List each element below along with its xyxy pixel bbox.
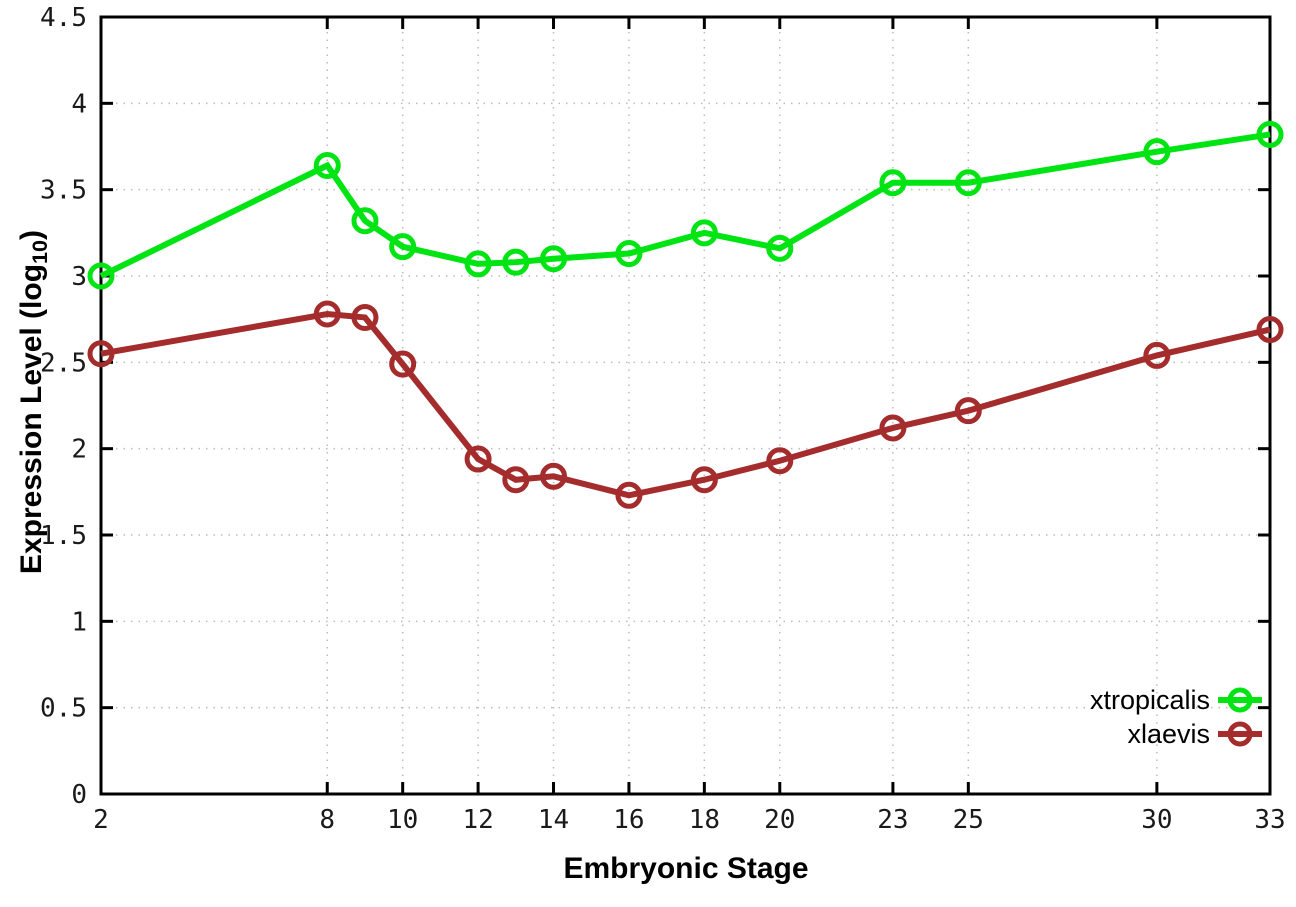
data-point-xtropicalis-stage-23 (879, 169, 907, 197)
legend-item-xtropicalis: xtropicalis (1090, 683, 1262, 717)
legend-item-xlaevis: xlaevis (1090, 717, 1262, 751)
data-point-xtropicalis-stage-20 (766, 234, 794, 262)
x-tick-label: 14 (538, 805, 569, 835)
data-point-xtropicalis-stage-13 (502, 248, 530, 276)
y-tick-label: 4 (71, 89, 87, 119)
data-point-xlaevis-stage-30 (1143, 341, 1171, 369)
y-tick-label: 3.5 (40, 176, 87, 206)
data-point-xlaevis-stage-12 (464, 445, 492, 473)
data-point-xlaevis-stage-14 (540, 462, 568, 490)
x-tick-label: 33 (1254, 805, 1285, 835)
y-tick-label: 0 (71, 780, 87, 810)
x-axis-title: Embryonic Stage (563, 852, 809, 885)
y-axis-title-subscript: 10 (27, 239, 53, 264)
legend-label-xlaevis: xlaevis (1127, 718, 1210, 749)
y-tick-label: 2 (71, 435, 87, 465)
x-tick-label: 8 (319, 805, 335, 835)
xlaevis-line-marker-icon (1218, 721, 1262, 747)
data-point-xtropicalis-stage-14 (540, 245, 568, 273)
data-point-xtropicalis-stage-9 (351, 207, 379, 235)
x-tick-label: 12 (462, 805, 493, 835)
x-tick-label: 30 (1141, 805, 1172, 835)
data-point-xtropicalis-stage-8 (313, 151, 341, 179)
data-point-xlaevis-stage-23 (879, 414, 907, 442)
y-tick-label: 2.5 (40, 348, 87, 378)
data-point-xtropicalis-stage-33 (1256, 120, 1284, 148)
data-point-xlaevis-stage-13 (502, 466, 530, 494)
x-tick-label: 2 (93, 805, 109, 835)
series-line-xlaevis (100, 310, 1271, 499)
data-point-xtropicalis-stage-2 (87, 262, 115, 290)
y-tick-label: 0.5 (40, 694, 87, 724)
data-point-xlaevis-stage-18 (690, 466, 718, 494)
data-point-xlaevis-stage-8 (313, 300, 341, 328)
data-point-xtropicalis-stage-16 (615, 240, 643, 268)
x-tick-label: 18 (689, 805, 720, 835)
y-axis-title-close: ) (14, 229, 48, 240)
y-tick-label: 4.5 (40, 3, 87, 33)
data-point-xtropicalis-stage-12 (464, 250, 492, 278)
data-point-xlaevis-stage-9 (351, 303, 379, 331)
y-tick-label: 3 (71, 262, 87, 292)
data-point-xlaevis-stage-2 (87, 340, 115, 368)
xtropicalis-line-marker-icon (1218, 687, 1262, 713)
x-tick-label: 23 (877, 805, 908, 835)
y-axis-title-text: Expression Level (log (14, 263, 48, 575)
x-tick-label: 20 (764, 805, 795, 835)
plot-border (99, 15, 1272, 796)
data-point-xlaevis-stage-16 (615, 481, 643, 509)
data-point-xtropicalis-stage-30 (1143, 138, 1171, 166)
x-tick-label: 16 (613, 805, 644, 835)
y-tick-label: 1 (71, 607, 87, 637)
x-tick-label: 10 (387, 805, 418, 835)
data-point-xlaevis-stage-33 (1256, 316, 1284, 344)
x-tick-label: 25 (953, 805, 984, 835)
data-point-xlaevis-stage-20 (766, 447, 794, 475)
legend: xtropicalis xlaevis (1090, 683, 1262, 751)
legend-label-xtropicalis: xtropicalis (1089, 684, 1210, 715)
data-point-xtropicalis-stage-18 (690, 219, 718, 247)
data-point-xlaevis-stage-10 (389, 350, 417, 378)
series-line-xtropicalis (99, 131, 1271, 279)
y-tick-label: 1.5 (40, 521, 87, 551)
data-point-xlaevis-stage-25 (954, 397, 982, 425)
data-point-xtropicalis-stage-25 (954, 169, 982, 197)
data-point-xtropicalis-stage-10 (389, 233, 417, 261)
y-axis-title: Expression Level (log10) (15, 230, 53, 574)
